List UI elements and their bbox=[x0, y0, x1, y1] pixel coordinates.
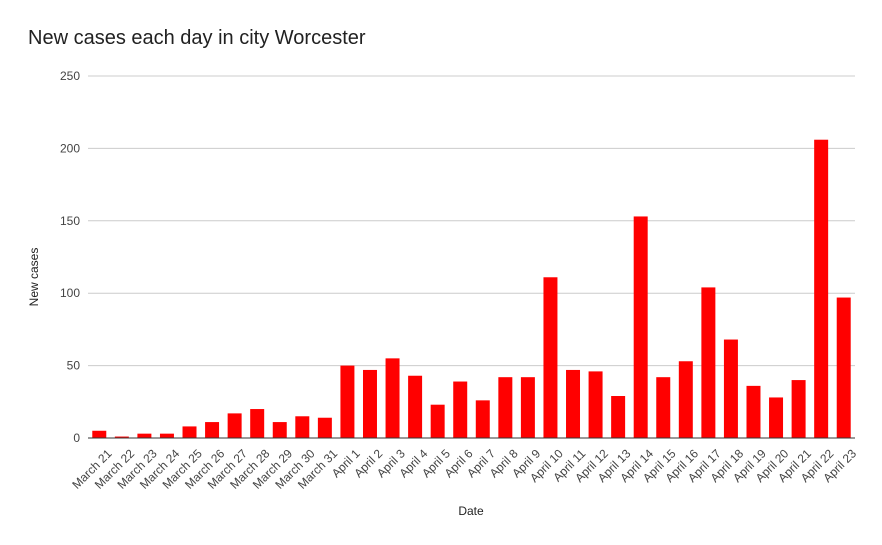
bar bbox=[746, 385, 761, 438]
gridlines bbox=[88, 75, 855, 439]
bar bbox=[453, 381, 468, 438]
bar bbox=[408, 375, 423, 438]
y-axis-ticks: 0 50 100 150 200 250 bbox=[60, 69, 80, 445]
chart-title: New cases each day in city Worcester bbox=[28, 27, 366, 49]
bar bbox=[272, 422, 287, 438]
bar bbox=[430, 404, 445, 438]
bar bbox=[385, 358, 400, 438]
bar bbox=[701, 287, 716, 438]
bar bbox=[227, 413, 242, 438]
bar bbox=[656, 377, 671, 438]
bar bbox=[159, 433, 174, 438]
y-tick-label: 50 bbox=[67, 359, 81, 373]
bar bbox=[92, 430, 107, 438]
y-tick-label: 150 bbox=[60, 214, 80, 228]
bar bbox=[362, 369, 377, 438]
bar bbox=[769, 397, 784, 438]
bar bbox=[250, 409, 265, 438]
bar bbox=[205, 422, 220, 438]
bar bbox=[814, 139, 829, 438]
bar bbox=[543, 277, 558, 438]
y-tick-label: 0 bbox=[73, 431, 80, 445]
bar bbox=[566, 369, 581, 438]
y-axis-title: New cases bbox=[27, 248, 41, 307]
bar bbox=[678, 361, 693, 438]
bar bbox=[317, 417, 332, 438]
bar bbox=[611, 396, 626, 438]
bar bbox=[588, 371, 603, 438]
bar bbox=[723, 339, 738, 438]
y-tick-label: 200 bbox=[60, 141, 80, 155]
bar bbox=[295, 416, 310, 438]
bar bbox=[182, 426, 197, 438]
y-tick-label: 100 bbox=[60, 286, 80, 300]
bar bbox=[114, 436, 129, 438]
bar bbox=[836, 297, 851, 438]
bar bbox=[340, 365, 355, 438]
bar bbox=[137, 433, 152, 438]
bar bbox=[791, 380, 806, 438]
bar bbox=[498, 377, 513, 438]
x-axis-title: Date bbox=[458, 504, 484, 518]
bar bbox=[520, 377, 535, 438]
bar bbox=[475, 400, 490, 438]
bar bbox=[633, 216, 648, 438]
bars bbox=[88, 139, 855, 439]
y-tick-label: 250 bbox=[60, 69, 80, 83]
